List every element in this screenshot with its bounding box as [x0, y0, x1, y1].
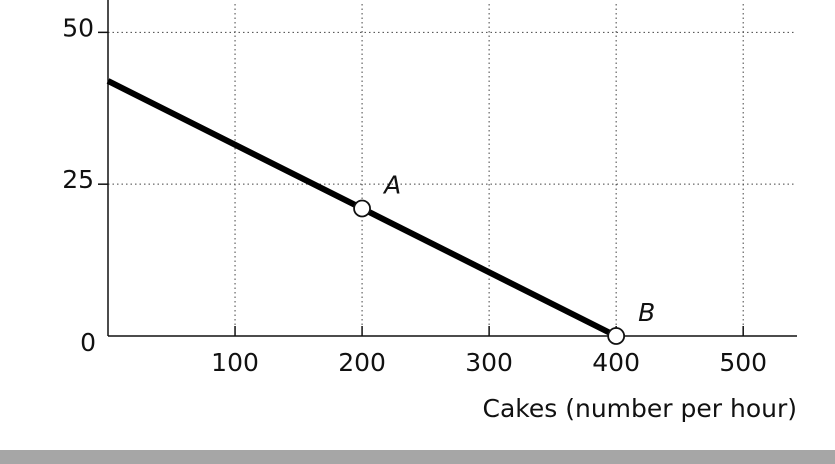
point-marker	[607, 327, 626, 345]
y-tick-label: 25	[62, 165, 94, 194]
x-tick-label: 400	[592, 348, 640, 377]
point-marker	[353, 199, 371, 218]
x-tick-label: 100	[211, 348, 259, 377]
y-tick-label: 0	[80, 328, 96, 357]
x-tick-label: 200	[338, 348, 386, 377]
point-label: A	[382, 170, 401, 199]
bottom-bar	[0, 450, 835, 464]
point-label: B	[638, 298, 655, 327]
x-tick-label: 500	[719, 348, 767, 377]
y-tick-label: 50	[62, 13, 94, 42]
x-tick-label: 300	[465, 348, 513, 377]
x-axis-title: Cakes (number per hour)	[483, 394, 797, 423]
